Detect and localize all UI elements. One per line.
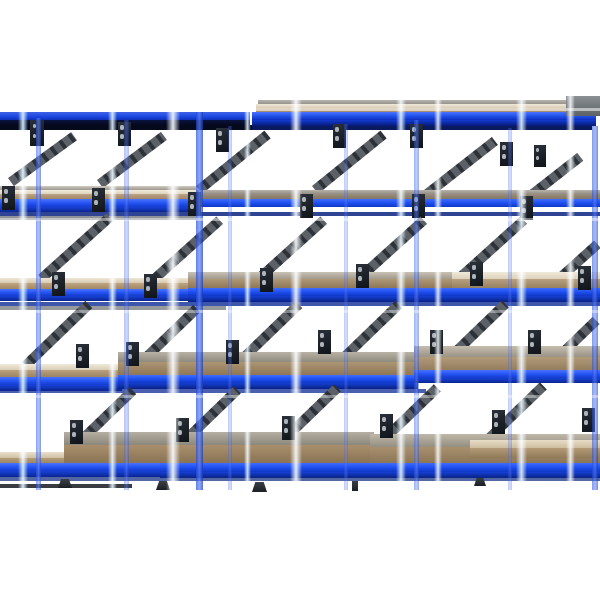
- board-top-right-rear: [258, 100, 590, 105]
- upright-post-3: [196, 112, 203, 490]
- beam-level2-shadow-rail: [0, 216, 196, 220]
- bracket-l3-c: [260, 268, 273, 292]
- beam-level4-left: [0, 377, 122, 391]
- bracket-l3-e: [470, 262, 483, 286]
- board-level3-centre: [188, 272, 456, 288]
- bracket-top-r1: [410, 124, 423, 148]
- bracket-base-a: [70, 420, 83, 444]
- studio-backdrop-lower: [0, 492, 600, 600]
- board-base-right-extra: [470, 440, 600, 458]
- corner-block-top-right: [566, 96, 600, 116]
- bracket-top-c2: [333, 124, 346, 148]
- board-level3-left: [0, 278, 192, 290]
- bracket-l2-a: [2, 186, 15, 210]
- bracket-l4-e: [430, 330, 443, 354]
- beam-level4-underline: [0, 389, 426, 393]
- bracket-l2-f: [520, 196, 533, 220]
- base-foot-4: [352, 481, 358, 491]
- base-foot-5: [474, 478, 486, 486]
- bracket-base-f: [582, 408, 595, 432]
- bracket-top-l2: [118, 122, 131, 146]
- base-foot-1: [58, 479, 72, 488]
- bracket-l2-b: [92, 188, 105, 212]
- beam-level2-right: [196, 199, 600, 212]
- beam-top-right: [252, 112, 596, 126]
- bracket-l2-d: [300, 194, 313, 218]
- bracket-l4-b: [126, 342, 139, 366]
- upright-post-6: [414, 120, 419, 490]
- bracket-base-d: [380, 414, 393, 438]
- bracket-top-r2: [500, 142, 513, 166]
- beam-base-centre: [160, 463, 372, 478]
- beam-level3-left: [0, 289, 192, 301]
- bracket-l4-c: [226, 340, 239, 364]
- beam-base-left: [0, 463, 166, 477]
- upright-post-4: [228, 126, 232, 490]
- studio-backdrop-upper: [0, 0, 600, 96]
- bracket-l3-b: [144, 274, 157, 298]
- upright-post-5: [344, 124, 348, 490]
- base-foot-3: [252, 482, 267, 492]
- bracket-l2-e: [412, 194, 425, 218]
- beam-level4-centre: [118, 375, 418, 389]
- bracket-l3-f: [578, 266, 591, 290]
- upright-post-8: [592, 126, 598, 490]
- board-level4-right: [414, 346, 600, 372]
- upright-post-2: [124, 120, 129, 490]
- board-base-centre: [64, 432, 374, 464]
- board-level4-left: [0, 364, 122, 378]
- beam-base-right: [370, 463, 600, 478]
- diagonal-brace-1c: [196, 130, 271, 194]
- bracket-l3-a: [52, 272, 65, 296]
- diagonal-brace-2a: [38, 213, 114, 283]
- upright-post-7: [508, 128, 512, 490]
- diagonal-brace-1e: [424, 137, 498, 198]
- bracket-l3-d: [356, 264, 369, 288]
- base-foot-2: [156, 481, 170, 490]
- bracket-l4-d: [318, 330, 331, 354]
- bracket-base-c: [282, 416, 295, 440]
- bracket-base-b: [176, 418, 189, 442]
- beam-level4-right: [414, 370, 600, 383]
- board-level4-centre: [118, 352, 418, 376]
- diagonal-brace-1b: [97, 131, 167, 188]
- bracket-base-e: [492, 410, 505, 434]
- beam-level3-right: [188, 288, 600, 302]
- bracket-l4-f: [528, 330, 541, 354]
- bracket-top-r3: [534, 145, 546, 167]
- bracket-top-c1: [216, 128, 229, 152]
- board-base-left: [0, 452, 68, 466]
- bracket-l4-a: [76, 344, 89, 368]
- diagonal-brace-1d: [312, 130, 387, 194]
- upright-post-1: [36, 118, 41, 490]
